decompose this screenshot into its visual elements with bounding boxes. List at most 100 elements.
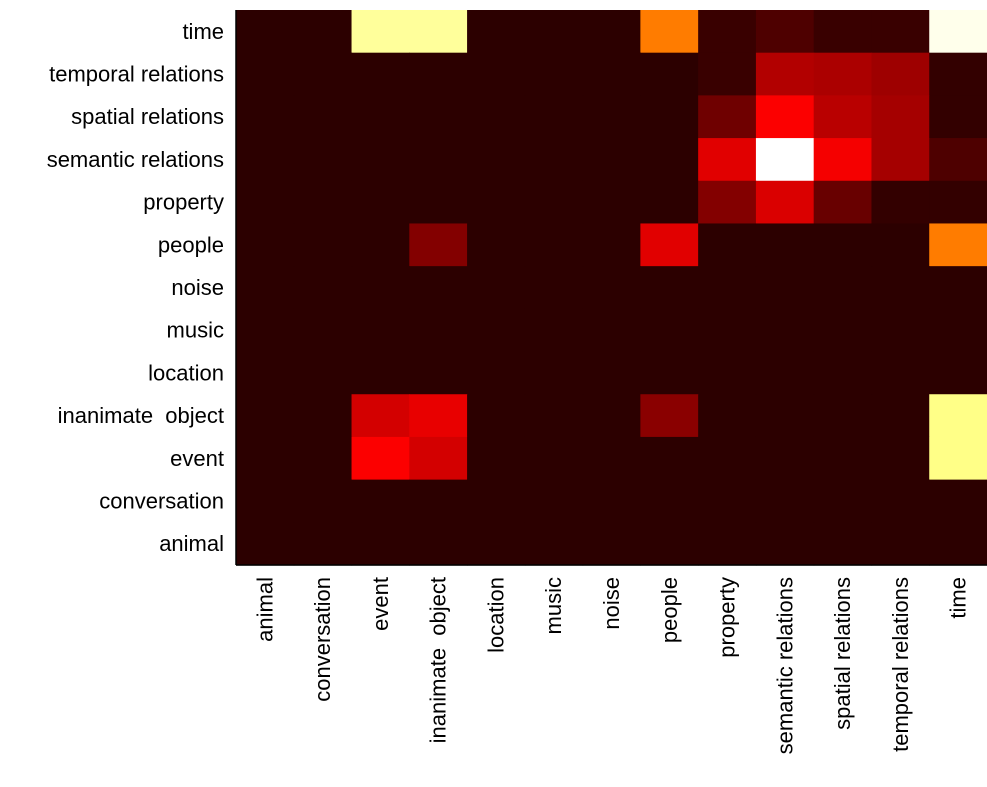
heatmap-cell (351, 180, 410, 225)
heatmap-cell (640, 522, 699, 566)
heatmap-cell (409, 266, 468, 310)
heatmap-cell (351, 394, 410, 438)
heatmap-cell (409, 308, 468, 353)
y-tick-label: semantic relations (47, 147, 224, 172)
heatmap-cell (293, 436, 353, 481)
heatmap-cell (813, 351, 873, 395)
heatmap-cell (409, 223, 468, 267)
heatmap-cell (640, 266, 699, 310)
heatmap-cell (351, 266, 410, 310)
heatmap-cell (582, 479, 641, 523)
heatmap-cell (698, 522, 757, 566)
heatmap-cell (813, 138, 873, 182)
heatmap-cell (640, 223, 699, 267)
heatmap-cell (698, 10, 757, 54)
x-tick-label: spatial relations (830, 577, 855, 730)
heatmap-cell (582, 138, 641, 182)
heatmap-cell (929, 479, 987, 523)
heatmap-cell (755, 436, 815, 481)
heatmap-cell (698, 436, 757, 481)
heatmap-cell (467, 10, 526, 54)
heatmap-cell (929, 52, 987, 96)
heatmap-cell (351, 10, 410, 54)
heatmap-cell (409, 180, 468, 225)
heatmap-cell (929, 95, 987, 139)
heatmap-cell (467, 180, 526, 225)
heatmap-cell (467, 479, 526, 523)
heatmap-cell (929, 138, 987, 182)
y-tick-label: spatial relations (71, 104, 224, 129)
heatmap-cell (236, 308, 295, 353)
y-tick-label: music (167, 318, 224, 343)
heatmap-cell (755, 180, 815, 225)
heatmap-cell (467, 308, 526, 353)
heatmap-cell (813, 436, 873, 481)
heatmap-cell (351, 308, 410, 353)
heatmap-cell (293, 10, 353, 54)
y-tick-label: conversation (99, 488, 224, 513)
heatmap-cell (755, 266, 815, 310)
heatmap-cell (582, 95, 641, 139)
heatmap-cell (467, 351, 526, 395)
heatmap-cell (236, 436, 295, 481)
heatmap-cell (524, 522, 584, 566)
heatmap-cell (871, 394, 930, 438)
heatmap-cell (236, 351, 295, 395)
heatmap-cell (409, 95, 468, 139)
heatmap-cell (755, 394, 815, 438)
heatmap-cell (640, 138, 699, 182)
heatmap-cell (524, 266, 584, 310)
heatmap-cell (929, 266, 987, 310)
heatmap-cell (409, 52, 468, 96)
heatmap-cell (582, 52, 641, 96)
heatmap-cell (871, 308, 930, 353)
heatmap-cell (929, 223, 987, 267)
heatmap-cell (755, 351, 815, 395)
heatmap-cell (351, 351, 410, 395)
heatmap-cell (236, 266, 295, 310)
x-tick-label: animal (252, 577, 277, 642)
y-tick-label: property (143, 190, 224, 215)
heatmap-cell (582, 351, 641, 395)
heatmap-cell (929, 180, 987, 225)
heatmap-cell (236, 180, 295, 225)
heatmap-cell (755, 95, 815, 139)
heatmap-cell (351, 223, 410, 267)
heatmap-cell (755, 138, 815, 182)
heatmap-cell (293, 223, 353, 267)
heatmap-cell (929, 522, 987, 566)
heatmap-cell (640, 10, 699, 54)
heatmap-cell (293, 308, 353, 353)
x-tick-label: semantic relations (772, 577, 797, 754)
heatmap-cell (351, 479, 410, 523)
heatmap-cell (640, 351, 699, 395)
heatmap-cell (293, 394, 353, 438)
heatmap-cell (871, 351, 930, 395)
x-tick-label: conversation (310, 577, 335, 702)
heatmap-cell (698, 266, 757, 310)
heatmap-cell (293, 522, 353, 566)
heatmap-cell (871, 436, 930, 481)
heatmap-cell (351, 138, 410, 182)
heatmap-cell (640, 436, 699, 481)
heatmap-cell (236, 138, 295, 182)
heatmap-cell (755, 308, 815, 353)
heatmap-cell (467, 138, 526, 182)
heatmap-cell (929, 351, 987, 395)
heatmap-cell (813, 10, 873, 54)
heatmap-cell (582, 308, 641, 353)
heatmap-cell (293, 180, 353, 225)
heatmap-cell (871, 138, 930, 182)
heatmap-cell (813, 266, 873, 310)
heatmap-cell (409, 351, 468, 395)
heatmap-cell (755, 10, 815, 54)
heatmap-cell (929, 436, 987, 481)
heatmap-cell (524, 223, 584, 267)
heatmap-cell (524, 95, 584, 139)
heatmap-cell (351, 52, 410, 96)
x-tick-label: event (368, 577, 393, 631)
heatmap-cell (409, 479, 468, 523)
heatmap-cell (236, 223, 295, 267)
heatmap-cell (524, 52, 584, 96)
heatmap-cell (698, 394, 757, 438)
